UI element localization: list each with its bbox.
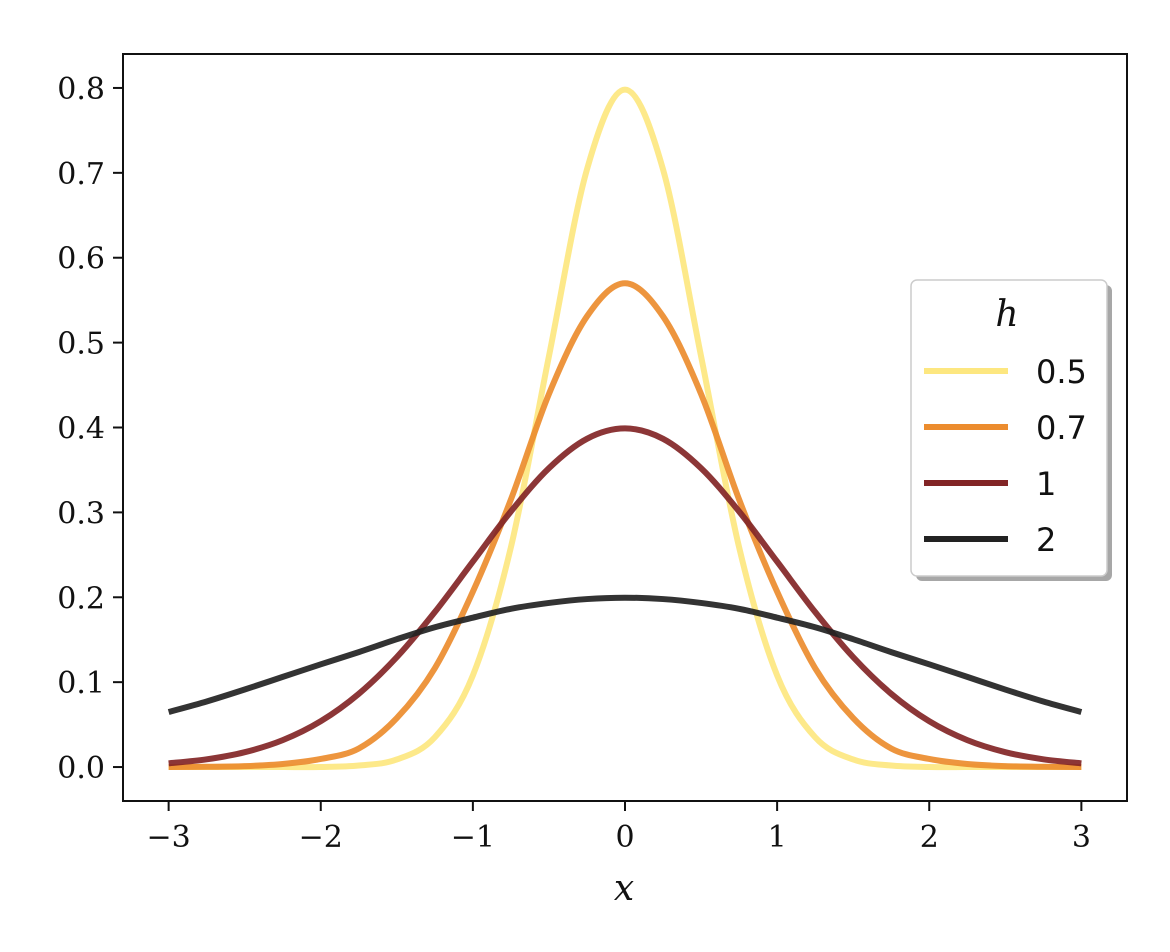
x-axis: −3 −2 −1 0 1 2 3 (147, 801, 1091, 855)
x-tick-label: 0 (615, 820, 634, 855)
x-tick-label: 1 (768, 820, 787, 855)
y-tick-label: 0.1 (57, 666, 105, 701)
y-tick-label: 0.2 (57, 581, 105, 616)
series-line-h-0-7 (168, 280, 1082, 770)
x-tick-label: −2 (299, 820, 343, 855)
x-axis-label: x (614, 868, 634, 909)
y-tick-label: 0.6 (57, 242, 105, 277)
x-tick-label: 2 (920, 820, 939, 855)
y-tick-label: 0.4 (57, 412, 105, 447)
series-layer (167, 86, 1083, 771)
y-tick-label: 0.8 (57, 72, 105, 107)
legend-box (910, 279, 1108, 577)
y-tick-label: 0.3 (57, 496, 105, 531)
legend-label: 1 (1036, 465, 1056, 503)
x-tick-label: 3 (1072, 820, 1091, 855)
legend: h 0.5 0.7 1 2 (910, 279, 1112, 581)
y-axis: 0.0 0.1 0.2 0.3 0.4 0.5 0.6 0.7 0.8 (57, 72, 123, 786)
legend-label: 0.5 (1036, 353, 1087, 391)
series-line-h-0-5 (168, 86, 1082, 771)
y-tick-label: 0.5 (57, 327, 105, 362)
x-tick-label: −3 (147, 820, 191, 855)
y-tick-label: 0.7 (57, 157, 105, 192)
series-line-h-2 (167, 594, 1083, 715)
legend-title: h (995, 294, 1018, 335)
legend-label: 0.7 (1036, 409, 1087, 447)
series-line-h-1 (168, 425, 1082, 767)
legend-label: 2 (1036, 521, 1056, 559)
x-tick-label: −1 (451, 820, 495, 855)
y-tick-label: 0.0 (57, 751, 105, 786)
legend-items: 0.5 0.7 1 2 (924, 353, 1087, 559)
